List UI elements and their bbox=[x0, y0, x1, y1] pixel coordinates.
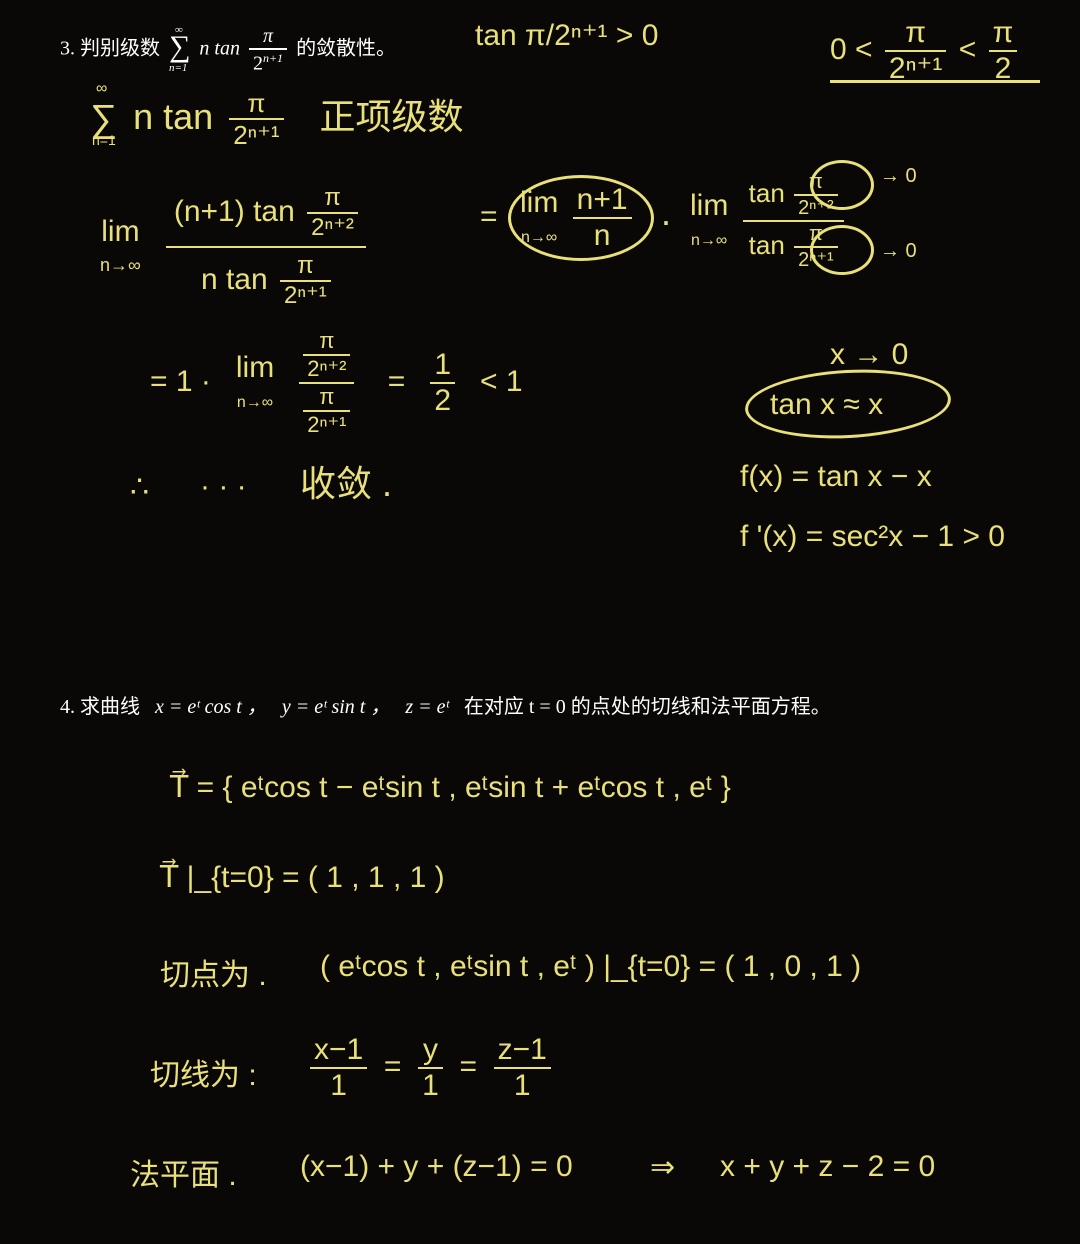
hw3-line2-lim-sub: n→∞ bbox=[237, 394, 273, 411]
hw3-split2-den-bn: π bbox=[805, 224, 827, 246]
hw3-l2-lt1: < 1 bbox=[480, 365, 523, 398]
hw4-Tat0: T⃗ |_{t=0} = ( 1 , 1 , 1 ) bbox=[160, 860, 445, 895]
hw3-aside-fpx: f '(x) = sec²x − 1 > 0 bbox=[740, 520, 1005, 554]
p4-yeq: y = eᵗ sin t ， bbox=[282, 696, 391, 718]
hw3-sl-upper: ∞ bbox=[96, 80, 107, 98]
hw3-line2-lim: lim bbox=[236, 351, 274, 384]
hw3-dot: · bbox=[660, 200, 672, 242]
hw4-tf1d: 1 bbox=[326, 1069, 351, 1101]
hw3-ratio: lim n→∞ (n+1) tan π 2ⁿ⁺² n tan π 2ⁿ⁺¹ bbox=[100, 180, 366, 314]
hw4-tf2n: y bbox=[419, 1035, 442, 1067]
hw3-ratio-den: n tan bbox=[201, 263, 268, 296]
p3-term: n tan bbox=[199, 37, 240, 59]
hw3-l2-bn-d: 2ⁿ⁺² bbox=[303, 356, 350, 380]
hw4-point-label: 切点为 . bbox=[160, 950, 267, 994]
hw3-ratio-num-fd: 2ⁿ⁺² bbox=[307, 214, 358, 240]
hw3-sl-body: n tan bbox=[133, 96, 213, 137]
hw3-sl-frac-den: 2ⁿ⁺¹ bbox=[229, 120, 283, 148]
hw3-ratio-lim: lim bbox=[101, 215, 139, 248]
hw4-tf3n: z−1 bbox=[494, 1035, 551, 1067]
hw3-ratio-lim-sub: n→∞ bbox=[100, 255, 141, 275]
hw3-series-line: ∞ ∑ n=1 n tan π 2ⁿ⁺¹ 正项级数 bbox=[90, 88, 464, 148]
hw3-split2-num-a: tan bbox=[749, 178, 785, 208]
p4-xeq: x = eᵗ cos t ， bbox=[155, 696, 267, 718]
hw4-teq2: = bbox=[459, 1050, 477, 1083]
hw4-tangent-label: 切线为 : bbox=[150, 1050, 257, 1094]
hw3-split2-num-bd: 2ⁿ⁺² bbox=[794, 196, 838, 218]
hw4-normal-label: 法平面 . bbox=[130, 1150, 237, 1194]
hw3-split1-den: n bbox=[590, 219, 615, 251]
p3-sum-lower: n=1 bbox=[169, 62, 187, 74]
p3-sum-upper: ∞ bbox=[175, 24, 183, 36]
hw3-dots: · · · bbox=[200, 470, 247, 504]
hw3-bound-lt: < bbox=[959, 33, 977, 66]
p3-prefix-text: 3. 判别级数 bbox=[60, 37, 160, 59]
problem4-line: 4. 求曲线 x = eᵗ cos t ， y = eᵗ sin t ， z =… bbox=[60, 690, 831, 719]
hw3-l2-eq: = bbox=[388, 365, 406, 398]
p3-frac-num: π bbox=[259, 26, 277, 48]
hw3-l2-bn-n: π bbox=[315, 330, 338, 354]
page-root: 3. 判别级数 ∞ ∑ n=1 n tan π 2n+1 的敛散性。 tan π… bbox=[0, 0, 1080, 1244]
hw3-bound: 0 < π 2ⁿ⁺¹ < π 2 bbox=[830, 18, 1021, 84]
hw3-sl-lower: n=1 bbox=[92, 132, 116, 148]
hw3-bound-mid-num: π bbox=[901, 18, 930, 50]
hw3-sl-label: 正项级数 bbox=[320, 96, 464, 137]
hw3-split2-den-bd: 2ⁿ⁺¹ bbox=[794, 248, 838, 270]
hw3-aside-xpos: x → 0 bbox=[830, 338, 908, 372]
hw3-eq1: = bbox=[480, 200, 498, 234]
hw4-normal-expr: (x−1) + y + (z−1) = 0 bbox=[300, 1150, 573, 1184]
p3-frac-den-exp: n+1 bbox=[263, 51, 283, 65]
hw3-ratio-num: (n+1) tan bbox=[174, 195, 295, 228]
hw3-sl-frac-num: π bbox=[243, 90, 269, 118]
hw4-point-expr: ( eᵗcos t , eᵗsin t , eᵗ ) |_{t=0} = ( 1… bbox=[320, 950, 861, 984]
hw3-bound-underline bbox=[830, 80, 1040, 83]
hw4-normal-arrow: ⇒ bbox=[650, 1150, 675, 1185]
hw3-line2-prefix: = 1 · bbox=[150, 365, 211, 398]
hw3-l2-res-n: 1 bbox=[430, 350, 455, 382]
hw3-ratio-den-fd: 2ⁿ⁺¹ bbox=[280, 282, 331, 308]
p4-mid: 在对应 t = 0 的点处的切线和法平面方程。 bbox=[464, 696, 831, 718]
hw4-tf2d: 1 bbox=[418, 1069, 443, 1101]
hw4-tf1n: x−1 bbox=[310, 1035, 367, 1067]
hw3-l2-bd-n: π bbox=[315, 386, 338, 410]
hw3-split2-lim-sub: n→∞ bbox=[691, 232, 727, 249]
hw3-split2-num-bn: π bbox=[805, 172, 827, 194]
hw3-split1-num: n+1 bbox=[573, 185, 632, 217]
hw3-split1: lim n→∞ n+1 n bbox=[520, 185, 632, 251]
hw3-line2: = 1 · lim n→∞ π 2ⁿ⁺² π 2ⁿ⁺¹ bbox=[150, 330, 523, 436]
hw3-arrow0b: → 0 bbox=[880, 240, 917, 263]
hw3-split2-den-a: tan bbox=[749, 230, 785, 260]
hw4-tf3d: 1 bbox=[510, 1069, 535, 1101]
hw3-l2-bd-d: 2ⁿ⁺¹ bbox=[303, 412, 350, 436]
hw4-Tvec: T⃗ = { eᵗcos t − eᵗsin t , eᵗsin t + eᵗc… bbox=[170, 770, 731, 805]
hw3-bound-left: 0 < bbox=[830, 33, 873, 66]
hw3-split1-lim: lim bbox=[520, 186, 558, 219]
hw4-normal-simpl: x + y + z − 2 = 0 bbox=[720, 1150, 935, 1184]
hw3-converge: 收敛 . bbox=[300, 455, 392, 507]
hw3-split2: lim n→∞ tan π 2ⁿ⁺² tan π 2ⁿ⁺¹ bbox=[690, 170, 844, 272]
p3-suffix: 的敛散性。 bbox=[296, 37, 396, 59]
p3-frac-den-base: 2 bbox=[253, 53, 263, 75]
hw3-aside-fx: f(x) = tan x − x bbox=[740, 460, 932, 494]
hw4-teq1: = bbox=[384, 1050, 402, 1083]
hw3-split1-lim-sub: n→∞ bbox=[521, 229, 557, 246]
hw3-ratio-den-fn: π bbox=[293, 254, 318, 280]
hw3-l2-res-d: 2 bbox=[430, 384, 455, 416]
problem3-prefix: 3. 判别级数 ∞ ∑ n=1 n tan π 2n+1 的敛散性。 bbox=[60, 26, 396, 74]
hw3-bound-right-num: π bbox=[989, 18, 1018, 50]
p4-zeq: z = eᵗ bbox=[405, 696, 449, 718]
hw4-tangent-expr: x−1 1 = y 1 = z−1 1 bbox=[310, 1035, 551, 1101]
hw3-therefore: ∴ bbox=[130, 470, 149, 505]
hw3-split2-lim: lim bbox=[690, 189, 728, 222]
p4-prefix: 4. 求曲线 bbox=[60, 696, 140, 718]
hw3-aside-tan: tan x ≈ x bbox=[770, 388, 883, 422]
hw3-tan-positive: tan π/2ⁿ⁺¹ > 0 bbox=[475, 18, 658, 53]
hw3-ratio-num-fn: π bbox=[320, 186, 345, 212]
hw3-arrow0a: → 0 bbox=[880, 165, 917, 188]
